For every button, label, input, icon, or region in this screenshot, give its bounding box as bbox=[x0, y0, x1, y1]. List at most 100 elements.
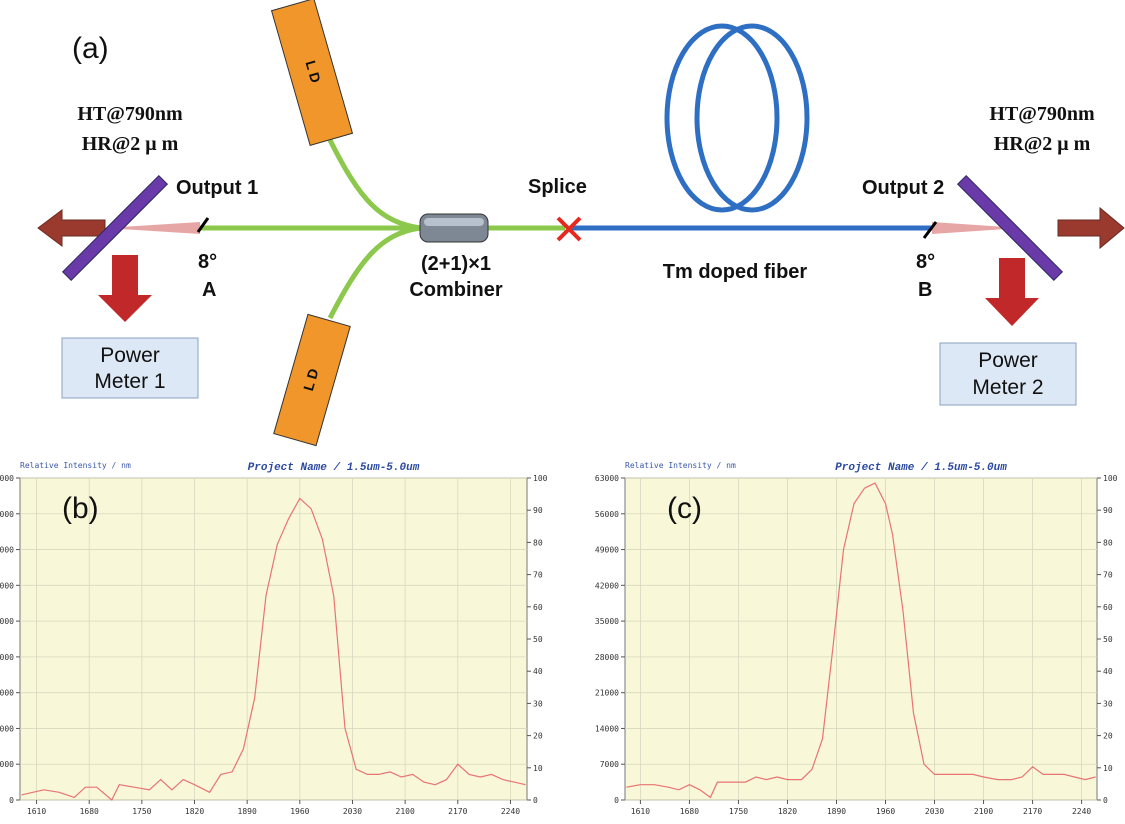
x-tick-label: 1750 bbox=[132, 807, 151, 816]
x-tick-label: 1680 bbox=[80, 807, 99, 816]
y-tick-label: 42000 bbox=[0, 581, 14, 590]
x-tick-label: 1960 bbox=[290, 807, 309, 816]
y-tick-label: 14000 bbox=[0, 724, 14, 733]
y-tick-label: 7000 bbox=[0, 760, 14, 769]
y2-tick-label: 0 bbox=[533, 796, 538, 805]
angle-label: 8° bbox=[198, 251, 217, 273]
plot-area bbox=[20, 478, 527, 800]
x-tick-label: 1680 bbox=[680, 807, 699, 816]
arrow bbox=[1058, 208, 1124, 248]
y-tick-label: 42000 bbox=[595, 581, 619, 590]
x-tick-label: 1820 bbox=[778, 807, 797, 816]
mirror-label: HT@790nm bbox=[989, 103, 1095, 125]
y2-tick-label: 10 bbox=[533, 764, 543, 773]
x-tick-label: 2240 bbox=[1072, 807, 1091, 816]
point-label: A bbox=[202, 279, 216, 301]
power-meter-label: Power bbox=[978, 349, 1038, 372]
y2-tick-label: 90 bbox=[1103, 506, 1113, 515]
power-meter-label: Power bbox=[100, 344, 160, 367]
y2-tick-label: 20 bbox=[1103, 732, 1113, 741]
chart-title: Project Name / 1.5um-5.0um bbox=[835, 462, 1007, 474]
y-tick-label: 63000 bbox=[0, 474, 14, 483]
panel-label: (a) bbox=[72, 32, 109, 65]
y2-tick-label: 100 bbox=[1103, 474, 1118, 483]
chart-title: Project Name / 1.5um-5.0um bbox=[248, 462, 420, 474]
y-tick-label: 0 bbox=[9, 796, 14, 805]
y-tick-label: 28000 bbox=[0, 653, 14, 662]
x-tick-label: 1890 bbox=[827, 807, 846, 816]
arrow bbox=[985, 258, 1039, 326]
x-tick-label: 1820 bbox=[185, 807, 204, 816]
y-tick-label: 35000 bbox=[0, 617, 14, 626]
y2-tick-label: 40 bbox=[1103, 667, 1113, 676]
combiner-shine bbox=[424, 218, 484, 226]
mirror-label: HR@2 μ m bbox=[82, 133, 179, 155]
x-tick-label: 1890 bbox=[238, 807, 257, 816]
laser-diode: L D bbox=[272, 0, 353, 145]
angle-label: 8° bbox=[916, 251, 935, 273]
arrow bbox=[98, 255, 152, 322]
plot-area bbox=[625, 478, 1097, 800]
x-tick-label: 1610 bbox=[631, 807, 650, 816]
output-label: Output 1 bbox=[176, 177, 258, 199]
y-axis-label: Relative Intensity / nm bbox=[20, 461, 131, 470]
diagram: (a) L D L D Power Meter 1 HT@790nm HR@2 … bbox=[38, 0, 1124, 446]
x-tick-label: 2240 bbox=[501, 807, 520, 816]
y2-tick-label: 100 bbox=[533, 474, 548, 483]
x-tick-label: 2170 bbox=[1023, 807, 1042, 816]
x-tick-label: 1960 bbox=[876, 807, 895, 816]
output-label: Output 2 bbox=[862, 177, 944, 199]
y-tick-label: 0 bbox=[614, 796, 619, 805]
y-tick-label: 7000 bbox=[600, 760, 619, 769]
y-tick-label: 49000 bbox=[0, 546, 14, 555]
x-tick-label: 2170 bbox=[448, 807, 467, 816]
y2-tick-label: 30 bbox=[533, 699, 543, 708]
x-tick-label: 1750 bbox=[729, 807, 748, 816]
x-tick-label: 2030 bbox=[343, 807, 362, 816]
y-tick-label: 21000 bbox=[595, 689, 619, 698]
power-meter-label: Meter 1 bbox=[94, 370, 165, 393]
y2-tick-label: 60 bbox=[533, 603, 543, 612]
y2-tick-label: 0 bbox=[1103, 796, 1108, 805]
fiber bbox=[330, 228, 420, 318]
page: (a) L D L D Power Meter 1 HT@790nm HR@2 … bbox=[0, 0, 1125, 824]
fiber-loop bbox=[667, 26, 777, 210]
x-tick-label: 1610 bbox=[27, 807, 46, 816]
y-tick-label: 49000 bbox=[595, 546, 619, 555]
y2-tick-label: 30 bbox=[1103, 699, 1113, 708]
y-tick-label: 28000 bbox=[595, 653, 619, 662]
laser-diode: L D bbox=[274, 314, 350, 445]
y2-tick-label: 20 bbox=[533, 732, 543, 741]
combiner-label: Combiner bbox=[409, 279, 503, 301]
y2-tick-label: 70 bbox=[1103, 571, 1113, 580]
y-tick-label: 56000 bbox=[0, 510, 14, 519]
y2-tick-label: 40 bbox=[533, 667, 543, 676]
mirror-label: HT@790nm bbox=[77, 103, 183, 125]
y-tick-label: 56000 bbox=[595, 510, 619, 519]
panel-label: (b) bbox=[62, 492, 99, 525]
y-tick-label: 14000 bbox=[595, 724, 619, 733]
x-tick-label: 2100 bbox=[974, 807, 993, 816]
figure: (a) L D L D Power Meter 1 HT@790nm HR@2 … bbox=[0, 0, 1125, 824]
y2-tick-label: 50 bbox=[1103, 635, 1113, 644]
y-tick-label: 63000 bbox=[595, 474, 619, 483]
point-label: B bbox=[918, 279, 932, 301]
fiber-loop bbox=[697, 26, 807, 210]
fiber bbox=[330, 140, 420, 228]
y2-tick-label: 60 bbox=[1103, 603, 1113, 612]
combiner-label: (2+1)×1 bbox=[421, 253, 491, 275]
panel-label: (c) bbox=[667, 492, 702, 525]
y2-tick-label: 50 bbox=[533, 635, 543, 644]
fiber-label: Tm doped fiber bbox=[663, 261, 808, 283]
y2-tick-label: 10 bbox=[1103, 764, 1113, 773]
y2-tick-label: 80 bbox=[533, 538, 543, 547]
mirror-label: HR@2 μ m bbox=[994, 133, 1091, 155]
power-meter-label: Meter 2 bbox=[972, 376, 1043, 399]
y2-tick-label: 90 bbox=[533, 506, 543, 515]
x-tick-label: 2030 bbox=[925, 807, 944, 816]
splice-label: Splice bbox=[528, 176, 587, 198]
y2-tick-label: 70 bbox=[533, 571, 543, 580]
x-tick-label: 2100 bbox=[396, 807, 415, 816]
y-tick-label: 21000 bbox=[0, 689, 14, 698]
y-axis-label: Relative Intensity / nm bbox=[625, 461, 736, 470]
